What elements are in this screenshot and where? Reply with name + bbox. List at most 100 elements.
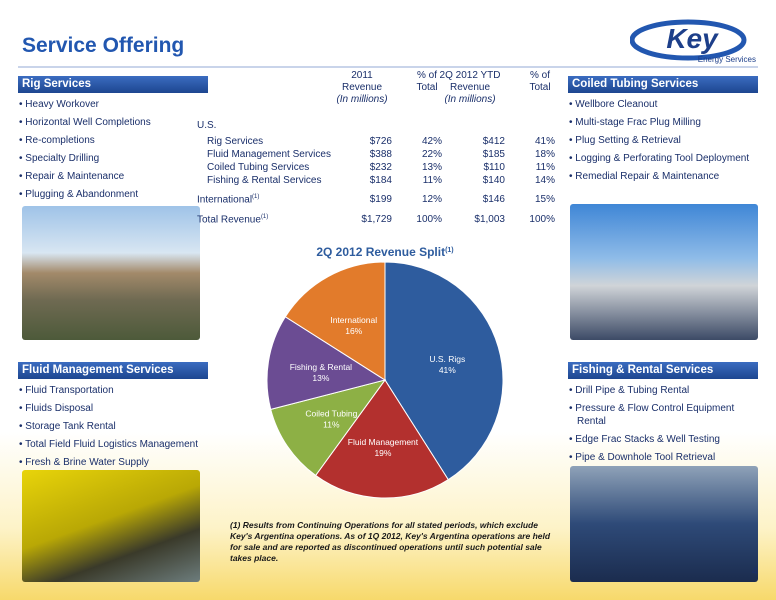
pie-chart: 2Q 2012 Revenue Split(1) U.S. Rigs 41% Flu… xyxy=(266,245,504,499)
slice-label: International 16% xyxy=(330,315,377,336)
table-cell: $1,003 xyxy=(474,214,505,225)
row-label-text: Total Revenue xyxy=(197,214,261,226)
slice-value: 19% xyxy=(374,448,391,458)
table-cell: 100% xyxy=(529,214,555,225)
slice-value: 16% xyxy=(345,326,362,336)
photo-fluid xyxy=(22,470,200,582)
panel-item: Horizontal Well Completions xyxy=(18,116,208,129)
panel-title: Rig Services xyxy=(18,76,208,93)
row-heading: U.S. xyxy=(197,120,217,131)
panel-item: Multi-stage Frac Plug Milling xyxy=(568,116,758,129)
panel-item: Edge Frac Stacks & Well Testing xyxy=(568,433,758,446)
slice-category: Coiled Tubing xyxy=(305,408,357,418)
column-header-line: % of xyxy=(529,70,550,81)
slide-title: Service Offering xyxy=(22,34,185,57)
table-cell: $412 xyxy=(482,136,505,147)
table-cell: 42% xyxy=(421,136,442,147)
table-cell: $146 xyxy=(482,194,505,205)
logo: Key Energy Services xyxy=(630,19,756,64)
row-label-text: Fluid Management Services xyxy=(207,149,331,160)
logo-swoosh xyxy=(630,19,747,61)
panel-item: Fresh & Brine Water Supply xyxy=(18,456,208,469)
panel-item: Fluid Transportation xyxy=(18,384,208,397)
column-header-line: Revenue xyxy=(341,82,383,93)
panel-item: Wellbore Cleanout xyxy=(568,98,758,111)
panel-item: Heavy Workover xyxy=(18,98,208,111)
slice-label: Fishing & Rental 13% xyxy=(290,362,352,383)
table-cell: 14% xyxy=(534,175,555,186)
panel-title: Coiled Tubing Services xyxy=(568,76,758,93)
row-label: Total Revenue(1) xyxy=(197,214,268,225)
row-label-text: Fishing & Rental Services xyxy=(207,175,322,186)
table-cell: $184 xyxy=(369,175,392,186)
footnote: (1) Results from Continuing Operations f… xyxy=(230,520,551,563)
table-cell: 12% xyxy=(421,194,442,205)
column-header-line: Revenue xyxy=(449,82,491,93)
row-label: International(1) xyxy=(197,194,259,205)
row-label: Fishing & Rental Services xyxy=(207,175,322,186)
logo-text: Key xyxy=(666,23,719,54)
column-header-line: 2011 xyxy=(351,70,373,81)
column-header: 2011 Revenue (In millions) xyxy=(322,70,402,106)
table-cell: 41% xyxy=(534,136,555,147)
slice-category: International xyxy=(330,315,377,325)
service-panel: Fluid Management Services Fluid Transport… xyxy=(18,362,208,469)
panel-title: Fluid Management Services xyxy=(18,362,208,379)
panel-item: Plug Setting & Retrieval xyxy=(568,134,758,147)
panel-item: Pipe & Downhole Tool Retrieval xyxy=(568,451,758,464)
row-label: Coiled Tubing Services xyxy=(207,162,309,173)
table-cell: $726 xyxy=(369,136,392,147)
slice-value: 13% xyxy=(312,373,329,383)
column-header-line: (In millions) xyxy=(336,94,388,105)
table-cell: 11% xyxy=(422,175,442,186)
title-rule xyxy=(18,66,758,68)
table-cell: $199 xyxy=(369,194,392,205)
column-header: % of Total xyxy=(402,70,452,94)
table-cell: 22% xyxy=(421,149,442,160)
row-label-note: (1) xyxy=(252,194,260,200)
photo-coiled-tubing xyxy=(570,204,758,340)
panel-item: Repair & Maintenance xyxy=(18,170,208,183)
row-label-text: Coiled Tubing Services xyxy=(207,162,310,173)
panel-item: Pressure & Flow Control Equipment Rental xyxy=(568,402,758,428)
panel-title: Fishing & Rental Services xyxy=(568,362,758,379)
slice-label: Coiled Tubing 11% xyxy=(305,408,357,429)
panel-item: Logging & Perforating Tool Deployment xyxy=(568,152,758,165)
table-cell: 100% xyxy=(416,214,442,225)
table-cell: 18% xyxy=(534,149,555,160)
slice-category: Fishing & Rental xyxy=(290,362,352,372)
row-label-note: (1) xyxy=(260,214,269,220)
pie-slice xyxy=(284,261,386,381)
column-header-line: Total xyxy=(529,82,551,93)
pie-slice xyxy=(266,316,387,410)
service-panel: Fishing & Rental Services Drill Pipe & Tu… xyxy=(568,362,758,464)
table-cell: $1,729 xyxy=(361,214,392,225)
panel-item: Fluids Disposal xyxy=(18,402,208,415)
row-label-text: Rig Services xyxy=(207,136,264,147)
table-cell: 13% xyxy=(421,162,442,173)
panel-item: Total Field Fluid Logistics Management xyxy=(18,438,208,451)
table-cell: 15% xyxy=(534,194,555,205)
panel-item: Plugging & Abandonment xyxy=(18,188,208,201)
pie-slice xyxy=(314,379,449,499)
slice-label: U.S. Rigs 41% xyxy=(429,354,465,375)
pie-slice xyxy=(384,261,504,481)
service-panel: Rig Services Heavy Workover Horizontal Wel… xyxy=(18,76,208,201)
slice-value: 11% xyxy=(323,419,340,429)
panel-item: Storage Tank Rental xyxy=(18,420,208,433)
revenue-table: 2011 Revenue (In millions)% of Total 2Q 2012… xyxy=(195,70,565,240)
panel-item: Specialty Drilling xyxy=(18,152,208,165)
pie-title-note: (1) xyxy=(445,247,454,254)
slice-category: Fluid Management xyxy=(348,437,419,447)
column-header-line: % of xyxy=(416,70,437,81)
page-number: 4 xyxy=(752,566,758,577)
column-header-line: (In millions) xyxy=(444,94,496,105)
row-label: Fluid Management Services xyxy=(207,149,331,160)
panel-item: Re-completions xyxy=(18,134,208,147)
column-header: % of Total xyxy=(515,70,565,94)
table-cell: $388 xyxy=(369,149,392,160)
slice-value: 41% xyxy=(439,365,456,375)
row-label-text: International xyxy=(197,194,253,206)
table-cell: $110 xyxy=(483,162,505,173)
